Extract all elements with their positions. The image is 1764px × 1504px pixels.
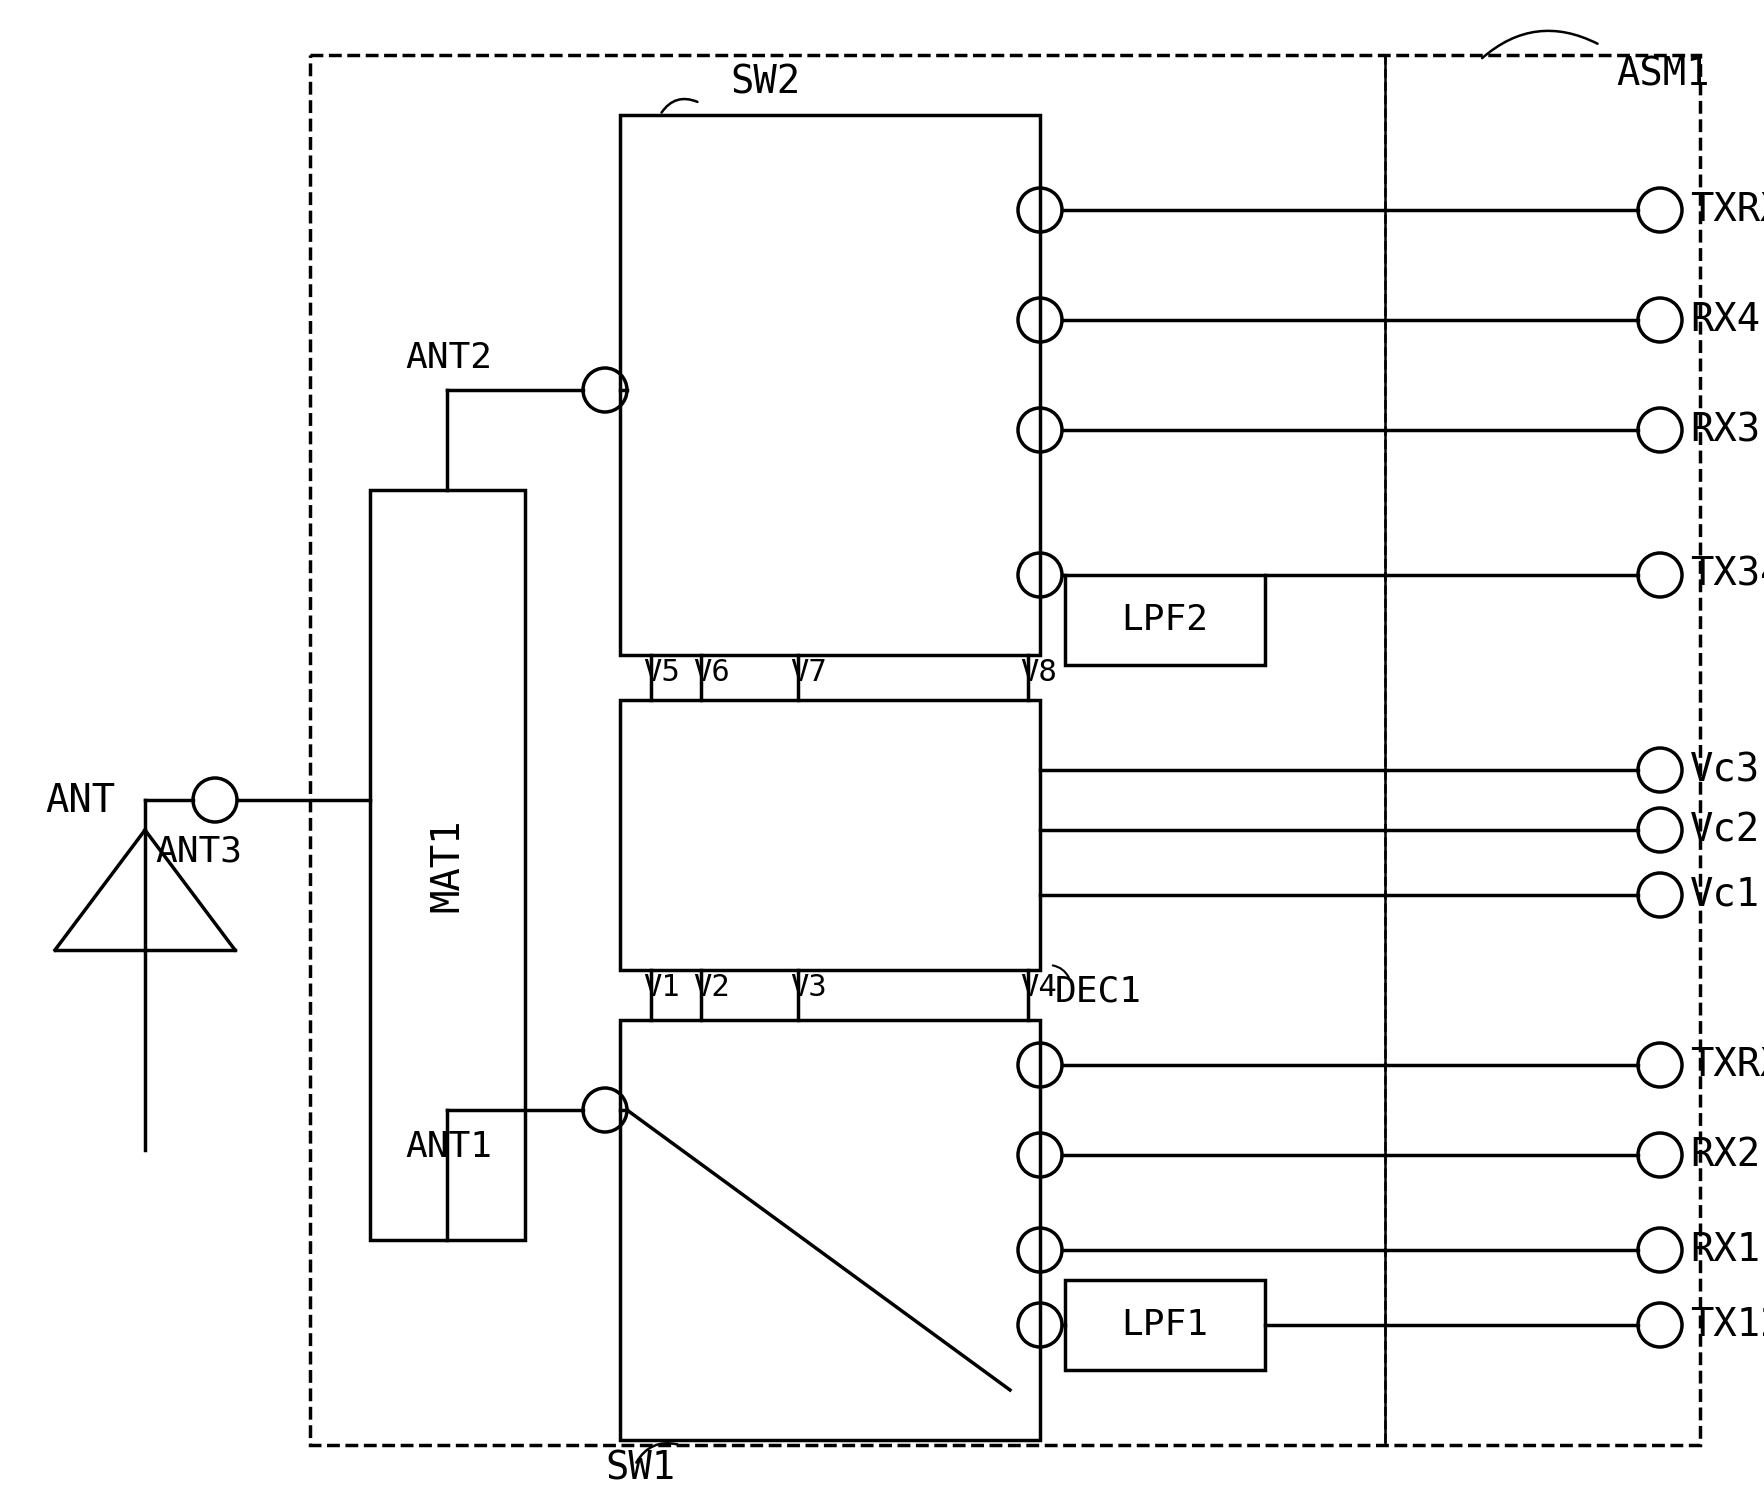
Text: Vc2: Vc2 — [1690, 811, 1760, 848]
Text: TXRX6: TXRX6 — [1690, 191, 1764, 229]
Text: RX1: RX1 — [1690, 1230, 1760, 1269]
Text: V1: V1 — [644, 973, 679, 1002]
Text: ANT3: ANT3 — [155, 835, 242, 869]
Text: ANT2: ANT2 — [406, 341, 492, 374]
Text: LPF2: LPF2 — [1122, 603, 1208, 638]
Text: RX4: RX4 — [1690, 301, 1760, 338]
Text: ANT1: ANT1 — [406, 1130, 492, 1164]
Text: V3: V3 — [790, 973, 827, 1002]
Text: MAT1: MAT1 — [429, 818, 466, 911]
Text: V6: V6 — [693, 659, 730, 687]
Text: V5: V5 — [644, 659, 679, 687]
Text: SW2: SW2 — [730, 65, 801, 102]
Text: Vc1: Vc1 — [1690, 875, 1760, 914]
Text: V8: V8 — [1020, 659, 1057, 687]
Text: TXRX5: TXRX5 — [1690, 1045, 1764, 1084]
Text: V4: V4 — [1020, 973, 1057, 1002]
Text: V2: V2 — [693, 973, 730, 1002]
Text: DEC1: DEC1 — [1055, 975, 1141, 1009]
Text: LPF1: LPF1 — [1122, 1308, 1208, 1342]
Bar — [1065, 575, 1265, 665]
Bar — [619, 699, 1041, 970]
Text: ASM1: ASM1 — [1616, 56, 1709, 93]
Bar — [619, 114, 1041, 656]
Text: TX12: TX12 — [1690, 1305, 1764, 1345]
Text: SW1: SW1 — [605, 1450, 676, 1487]
Bar — [1065, 1280, 1265, 1370]
Text: V7: V7 — [790, 659, 827, 687]
Text: ANT: ANT — [46, 782, 115, 820]
Text: RX2: RX2 — [1690, 1136, 1760, 1175]
Text: TX34: TX34 — [1690, 556, 1764, 594]
Text: Vc3: Vc3 — [1690, 750, 1760, 790]
Bar — [310, 56, 1700, 1445]
Text: RX3: RX3 — [1690, 411, 1760, 450]
Bar — [619, 1020, 1041, 1439]
Bar — [370, 490, 526, 1239]
